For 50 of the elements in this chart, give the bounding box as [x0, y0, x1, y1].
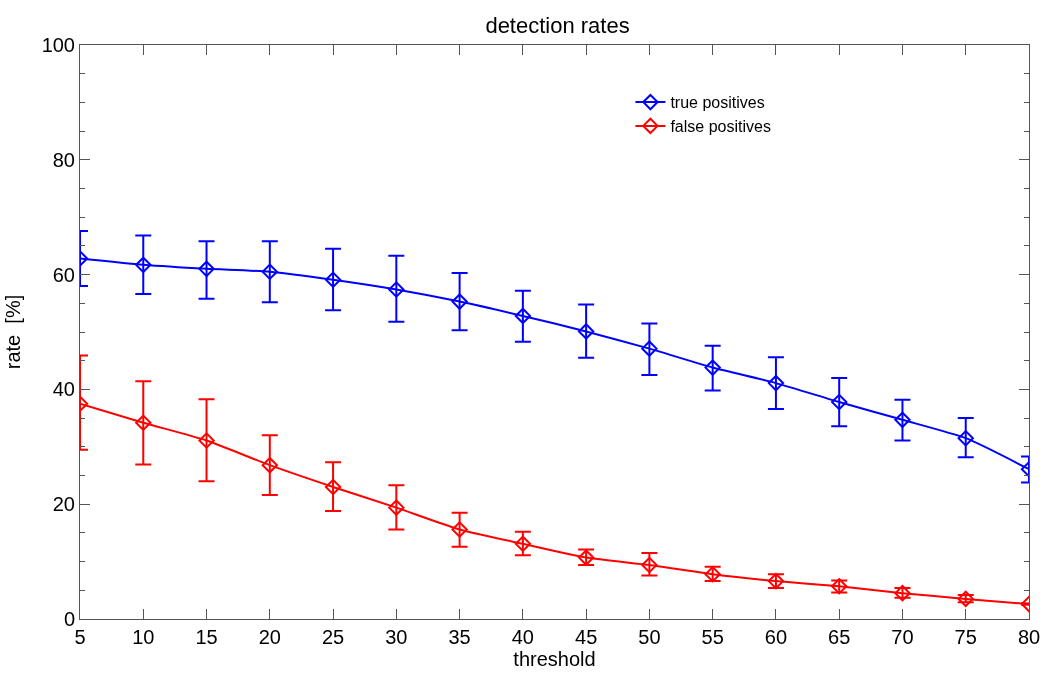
point — [451, 293, 468, 310]
point — [388, 281, 405, 298]
y-tick-label: 0 — [63, 608, 75, 630]
point — [261, 457, 278, 474]
point — [198, 432, 215, 449]
point — [451, 521, 468, 538]
y-tick-label: 60 — [52, 263, 75, 286]
x-axis-title: threshold — [513, 648, 596, 670]
y-axis-title: rate [%] — [2, 294, 25, 370]
x-tick-label: 70 — [891, 626, 914, 648]
point — [704, 359, 721, 376]
point — [135, 256, 152, 273]
point — [324, 271, 342, 288]
y-tick-label: 40 — [52, 378, 75, 401]
point — [514, 535, 532, 552]
point — [577, 323, 595, 340]
point — [957, 430, 974, 447]
point — [388, 499, 405, 516]
point — [641, 556, 658, 574]
point — [767, 374, 785, 392]
x-tick-label: 80 — [1017, 626, 1041, 648]
legend-label: false positives — [670, 118, 771, 136]
x-tick-label: 50 — [638, 626, 661, 648]
legend-label: true positives — [670, 94, 765, 112]
x-tick-label: 25 — [321, 626, 345, 648]
y-tick-label: 20 — [52, 493, 75, 516]
point — [198, 260, 215, 278]
point — [261, 263, 278, 280]
y-tick-label: 100 — [41, 34, 75, 56]
point — [324, 478, 342, 496]
point — [957, 590, 974, 608]
x-tick-label: 35 — [448, 626, 471, 648]
x-tick-label: 75 — [954, 626, 977, 648]
point — [641, 340, 658, 357]
point — [514, 307, 532, 325]
x-tick-label: 45 — [575, 626, 598, 648]
x-tick-label: 60 — [764, 626, 788, 648]
x-tick-label: 5 — [74, 626, 86, 648]
x-tick-label: 30 — [385, 626, 408, 648]
point — [831, 393, 848, 411]
x-tick-label: 55 — [701, 626, 724, 648]
point — [135, 414, 152, 431]
y-tick-label: 80 — [52, 148, 75, 171]
point — [894, 411, 911, 428]
x-tick-label: 15 — [195, 626, 218, 648]
x-tick-label: 20 — [258, 626, 281, 648]
chart-title: detection rates — [485, 12, 630, 38]
x-tick-label: 65 — [828, 626, 851, 648]
x-tick-label: 40 — [511, 626, 534, 648]
x-tick-label: 10 — [132, 626, 155, 648]
